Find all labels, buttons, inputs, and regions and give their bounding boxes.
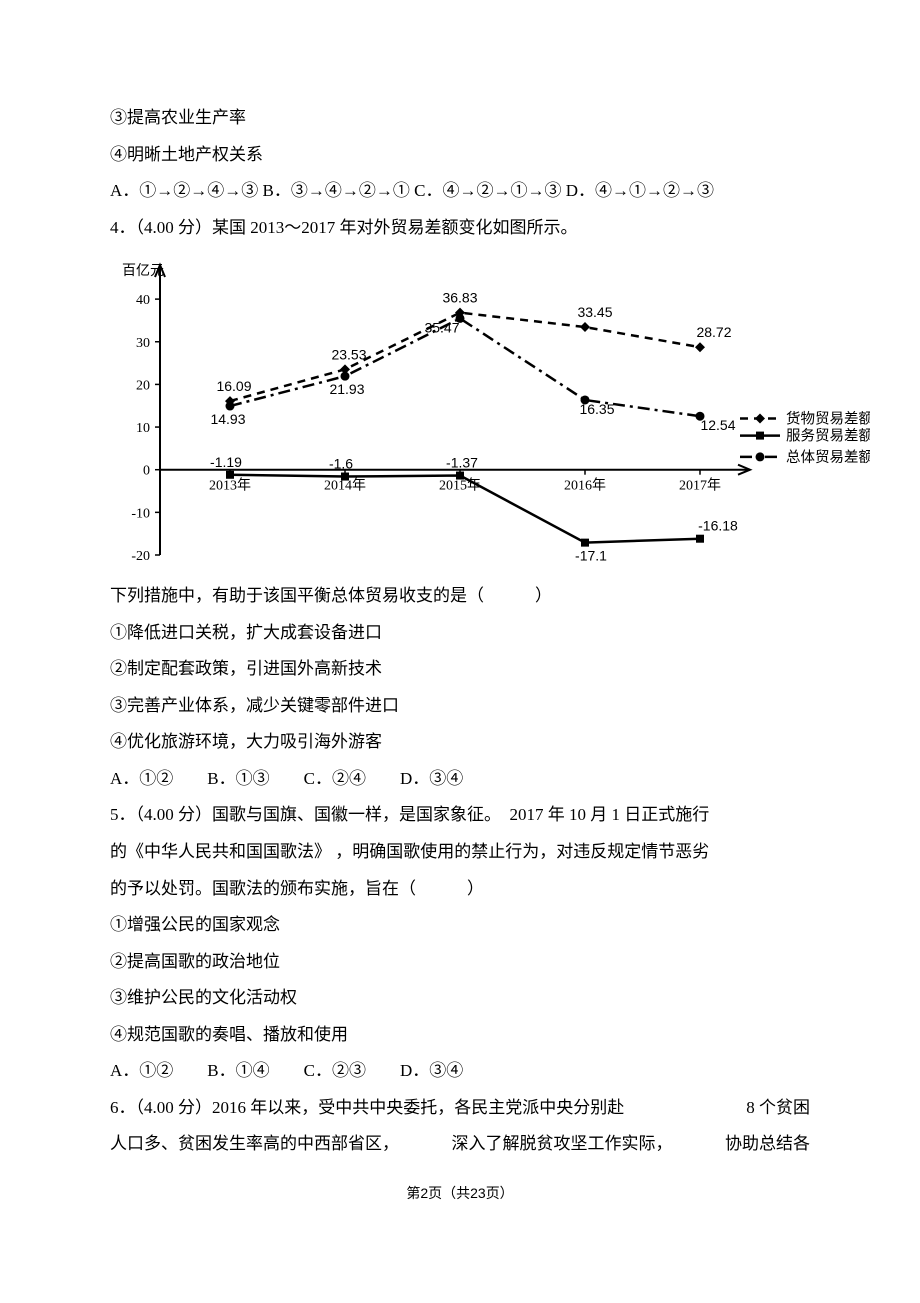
svg-text:2016年: 2016年 (564, 478, 606, 494)
svg-text:-1.37: -1.37 (446, 455, 478, 471)
q5-s4: ④规范国歌的奏唱、播放和使用 (110, 1017, 810, 1054)
svg-text:服务贸易差额: 服务贸易差额 (786, 428, 870, 445)
q3-stmt4: ④明晰土地产权关系 (110, 137, 810, 174)
q4-s3: ③完善产业体系，减少关键零部件进口 (110, 688, 810, 725)
svg-text:百亿元: 百亿元 (122, 263, 164, 279)
svg-text:10: 10 (136, 421, 150, 436)
svg-text:23.53: 23.53 (331, 347, 366, 363)
q3-stmt3: ③提高农业生产率 (110, 100, 810, 137)
q6-line1: 6．（4.00 分）2016 年以来，受中共中央委托，各民主党派中央分别赴 8 … (110, 1090, 810, 1127)
svg-text:36.83: 36.83 (442, 290, 477, 306)
svg-text:0: 0 (143, 464, 150, 479)
svg-text:-20: -20 (131, 549, 150, 564)
svg-text:28.72: 28.72 (696, 324, 731, 340)
q5-stem-2: 的《中华人民共和国国歌法》 ，明确国歌使用的禁止行为，对违反规定情节恶劣 (110, 834, 810, 871)
q5-s1: ①增强公民的国家观念 (110, 907, 810, 944)
trade-chart: 百亿元-20-100102030402013年2014年2015年2016年20… (110, 250, 870, 570)
q6-l1b: 8 个贫困 (746, 1090, 810, 1127)
svg-text:14.93: 14.93 (210, 411, 245, 427)
footer-page: 2 (420, 1185, 428, 1201)
q6-l1a: 6．（4.00 分）2016 年以来，受中共中央委托，各民主党派中央分别赴 (110, 1090, 624, 1127)
footer-suffix: 页） (486, 1185, 514, 1201)
svg-text:35.47: 35.47 (424, 320, 459, 336)
svg-text:33.45: 33.45 (577, 304, 612, 320)
svg-text:-1.6: -1.6 (329, 456, 353, 472)
svg-text:2015年: 2015年 (439, 478, 481, 494)
q6-line2: 人口多、贫困发生率高的中西部省区， 深入了解脱贫攻坚工作实际， 协助总结各 (110, 1126, 810, 1163)
svg-text:21.93: 21.93 (329, 381, 364, 397)
q6-l2a: 人口多、贫困发生率高的中西部省区， (110, 1126, 399, 1163)
svg-text:16.35: 16.35 (579, 401, 614, 417)
q4-options: A．①② B．①③ C．②④ D．③④ (110, 761, 810, 798)
svg-text:-17.1: -17.1 (575, 548, 607, 564)
q4-lead: 下列措施中，有助于该国平衡总体贸易收支的是（ ） (110, 578, 810, 615)
svg-text:-1.19: -1.19 (210, 454, 242, 470)
svg-text:40: 40 (136, 293, 150, 308)
q4-s4: ④优化旅游环境，大力吸引海外游客 (110, 724, 810, 761)
svg-text:20: 20 (136, 379, 150, 394)
q6-l2b: 深入了解脱贫攻坚工作实际， (452, 1126, 673, 1163)
q6-l2c: 协助总结各 (725, 1126, 810, 1163)
svg-text:12.54: 12.54 (700, 417, 735, 433)
q5-stem-1: 5．（4.00 分）国歌与国旗、国徽一样，是国家象征。 2017 年 10 月 … (110, 797, 810, 834)
q4-s2: ②制定配套政策，引进国外高新技术 (110, 651, 810, 688)
q5-s2: ②提高国歌的政治地位 (110, 944, 810, 981)
svg-text:总体贸易差额: 总体贸易差额 (786, 449, 870, 466)
q4-stem: 4．（4.00 分）某国 2013～2017 年对外贸易差额变化如图所示。 (110, 210, 810, 247)
page-container: ③提高农业生产率 ④明晰土地产权关系 A．①→②→④→③ B．③→④→②→① C… (0, 0, 920, 1263)
q5-options: A．①② B．①④ C．②③ D．③④ (110, 1053, 810, 1090)
svg-text:2013年: 2013年 (209, 478, 251, 494)
q3-options: A．①→②→④→③ B．③→④→②→① C．④→②→①→③ D．④→①→②→③ (110, 173, 810, 210)
q5-stem-3: 的予以处罚。国歌法的颁布实施，旨在（ ） (110, 871, 810, 908)
footer-mid: 页（共 (428, 1185, 470, 1201)
q5-s3: ③维护公民的文化活动权 (110, 980, 810, 1017)
svg-text:16.09: 16.09 (216, 378, 251, 394)
q4-s1: ①降低进口关税，扩大成套设备进口 (110, 615, 810, 652)
footer-total: 23 (470, 1185, 486, 1201)
svg-text:货物贸易差额: 货物贸易差额 (786, 411, 870, 428)
page-footer: 第2页（共23页） (110, 1183, 810, 1203)
svg-text:30: 30 (136, 336, 150, 351)
svg-text:2017年: 2017年 (679, 478, 721, 494)
footer-prefix: 第 (406, 1185, 420, 1201)
svg-text:-10: -10 (131, 507, 150, 522)
svg-text:-16.18: -16.18 (698, 518, 738, 534)
